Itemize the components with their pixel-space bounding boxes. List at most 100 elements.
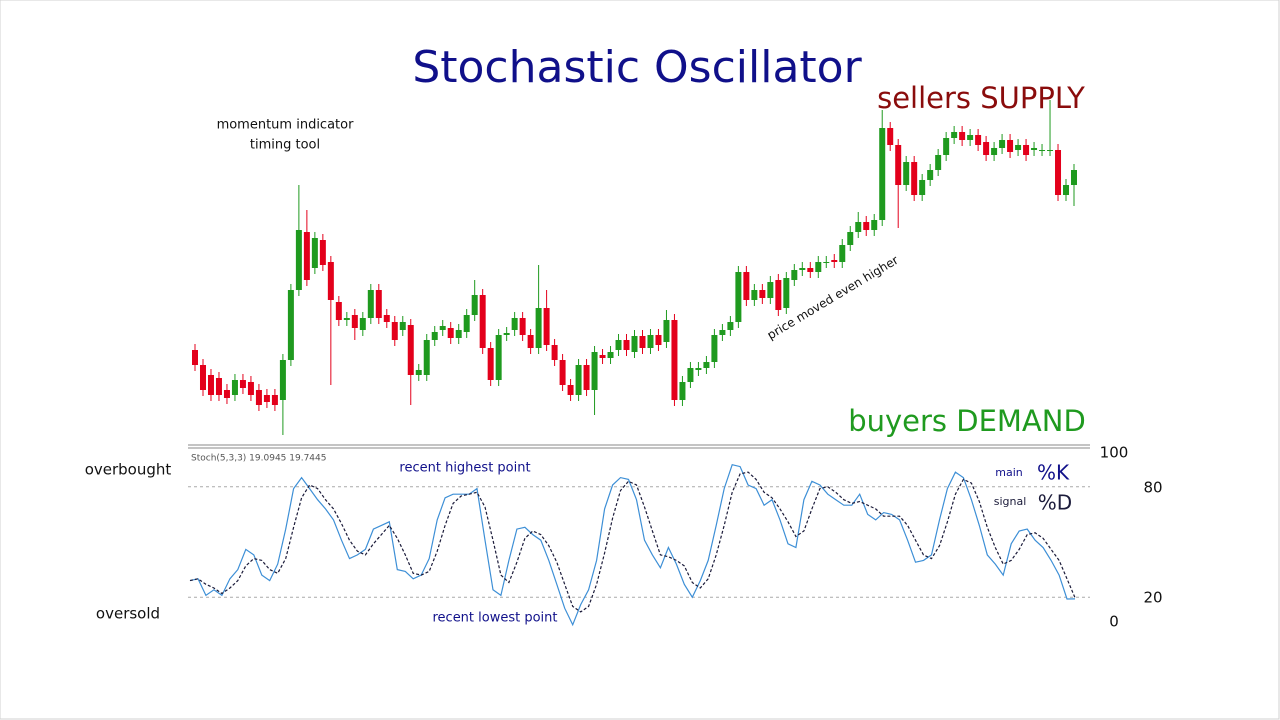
candle-body (759, 290, 766, 298)
candle-body (895, 145, 902, 185)
candle-body (543, 308, 550, 345)
candle-body (743, 272, 750, 300)
candle-body (495, 335, 502, 380)
series-line (189, 463, 1076, 627)
candle-body (343, 318, 350, 320)
candle-body (303, 232, 310, 280)
title: Stochastic Oscillator (412, 42, 862, 93)
candle-body (767, 282, 774, 298)
candle-body (455, 330, 462, 338)
candle-body (287, 290, 294, 360)
candle-body (351, 315, 358, 328)
candle-body (711, 335, 718, 362)
candle-body (671, 320, 678, 400)
candle-body (1047, 150, 1054, 151)
candle-body (631, 336, 638, 352)
candle-body (991, 148, 998, 155)
candle-body (311, 238, 318, 268)
candle-body (823, 262, 830, 263)
candle-body (663, 320, 670, 342)
legend-name: %D (1038, 491, 1072, 515)
candle-body (751, 290, 758, 300)
candle-body (295, 230, 302, 290)
candle-body (319, 240, 326, 265)
candle-body (327, 262, 334, 300)
note: momentum indicator (217, 118, 355, 133)
candle-body (999, 140, 1006, 148)
candle-body (239, 380, 246, 388)
candle-body (975, 135, 982, 145)
candle-body (719, 330, 726, 335)
candle-body (439, 326, 446, 330)
candle-body (279, 360, 286, 400)
candle-body (375, 290, 382, 318)
candle-body (807, 268, 814, 272)
candle-body (839, 245, 846, 262)
candle-body (223, 390, 230, 398)
candle-body (335, 302, 342, 320)
candle-body (215, 378, 222, 395)
candle-body (831, 260, 838, 262)
candle-body (527, 335, 534, 348)
candle-body (983, 142, 990, 155)
candle-body (575, 365, 582, 395)
candle-body (959, 132, 966, 140)
candle-body (487, 348, 494, 380)
y-tick-label: 0 (1109, 613, 1119, 631)
candle-body (927, 170, 934, 180)
candle-body (967, 135, 974, 140)
candle-body (655, 335, 662, 345)
candle-body (1063, 185, 1070, 195)
candle-body (519, 318, 526, 335)
candle-body (783, 278, 790, 308)
candle-body (623, 340, 630, 350)
candle-body (703, 362, 710, 368)
candle-body (503, 333, 510, 335)
candle-body (791, 270, 798, 280)
candle-body (192, 350, 198, 365)
supply-label: sellers SUPPLY (877, 81, 1085, 115)
candle-body (1071, 170, 1077, 185)
candle-body (679, 382, 686, 400)
candle-body (391, 322, 398, 340)
candle-body (431, 332, 438, 340)
candle-body (871, 220, 878, 230)
candle-body (1015, 145, 1022, 150)
candle-body (263, 395, 270, 402)
candle-body (599, 355, 606, 358)
candle-body (583, 365, 590, 390)
candle-body (535, 308, 542, 348)
candle-body (407, 325, 414, 375)
candle-body (879, 128, 886, 220)
legend-name: %K (1037, 461, 1070, 485)
candle-body (415, 370, 422, 375)
candle-body (367, 290, 374, 318)
candle-body (423, 340, 430, 375)
demand-label: buyers DEMAND (848, 404, 1086, 438)
candle-body (207, 375, 214, 395)
candle-body (199, 365, 206, 390)
candle-body (903, 162, 910, 185)
candle-body (1055, 150, 1062, 195)
candle-body (479, 295, 486, 348)
candle-body (911, 162, 918, 195)
candle-body (687, 368, 694, 382)
candle-body (735, 272, 742, 322)
candle-body (511, 318, 518, 330)
legend-label: main (995, 466, 1023, 479)
candle-body (775, 280, 782, 310)
y-tick-label: 100 (1100, 444, 1129, 462)
candle-body (799, 268, 806, 270)
candle-body (247, 382, 254, 395)
candle-body (919, 180, 926, 195)
candle-body (383, 315, 390, 322)
candle-body (359, 318, 366, 330)
candle-body (1023, 145, 1030, 155)
candle-body (559, 360, 566, 385)
candle-body (847, 232, 854, 245)
y-tick-label: 80 (1143, 478, 1162, 496)
candle-body (591, 352, 598, 390)
candle-body (1039, 150, 1046, 151)
